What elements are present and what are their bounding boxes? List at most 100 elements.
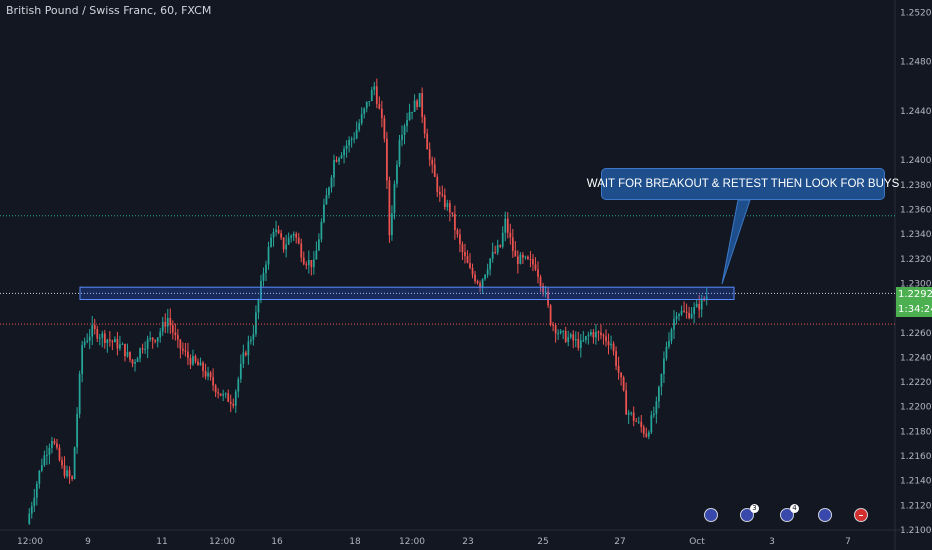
candle-body [527,256,529,259]
candle-body [343,148,345,156]
candle-body [386,138,388,181]
uk-flag-icon[interactable] [818,508,832,522]
candle-body [234,391,237,406]
candle-body [451,212,454,214]
candle-body [124,343,126,357]
candle-body [469,262,471,268]
candle-body [658,386,660,402]
uk-flag-icon[interactable]: 3 [740,504,759,522]
candle-body [557,333,560,335]
candle-body [207,372,209,377]
candle-body [171,325,174,333]
candle-body [474,274,476,282]
candle-body [96,329,99,339]
x-tick-label: 7 [845,537,851,547]
candle-body [129,351,131,360]
candle-body [30,506,33,514]
y-tick-label: 1.23600 [900,206,932,216]
candle-body [504,218,507,233]
candle-body [605,336,607,342]
candle-body [534,264,537,270]
candle-body [63,465,66,477]
candle-body [418,93,421,108]
candle-body [549,305,552,325]
candle-body [421,93,424,118]
uk-flag-icon[interactable]: 4 [780,504,799,522]
candle-body [393,183,396,214]
event-count-badge: 4 [790,504,799,513]
candle-body [562,330,565,332]
candle-body [622,377,625,391]
candle-body [567,337,570,342]
candle-body [302,257,305,265]
candle-body [119,344,121,349]
candle-body [83,341,86,346]
candle-body [559,331,562,334]
candle-body [544,291,547,293]
candle-body [222,394,225,396]
candle-body [91,325,94,337]
candle-body [295,233,298,238]
candle-body [345,145,348,149]
candle-body [620,372,622,378]
uk-flag-icon[interactable] [704,508,718,522]
candle-body [250,339,252,342]
breakout-zone [79,286,735,301]
candle-body [640,421,643,428]
y-tick-label: 1.21400 [900,477,932,487]
candle-body [511,237,514,251]
candle-body [35,483,38,498]
candle-body [325,195,328,205]
x-tick-label: 25 [537,537,548,547]
x-tick-label: 16 [271,537,283,547]
candle-body [705,296,708,300]
candle-body [461,244,464,252]
swiss-flag-icon[interactable] [854,508,868,522]
candle-body [108,339,111,341]
candle-body [448,203,451,213]
candle-body [262,272,265,281]
candle-body [398,140,401,165]
candle-body [277,229,280,234]
candle-body [368,101,371,103]
candle-body [197,361,199,366]
candle-body [479,283,481,288]
candle-body [476,281,479,284]
candle-body [141,348,144,350]
annotation-callout[interactable]: WAIT FOR BREAKOUT & RETEST THEN LOOK FOR… [587,168,899,200]
candle-body [642,427,645,434]
candle-body [161,322,164,332]
candle-body [51,441,53,448]
x-tick-label: Oct [689,537,705,547]
candle-body [582,340,585,342]
candle-body [552,324,554,326]
candle-body [401,134,403,141]
y-tick-label: 1.24000 [900,156,932,166]
candle-body [408,112,411,120]
candle-body [499,245,502,247]
candle-body [406,119,408,127]
candle-body [111,340,114,343]
candle-body [632,412,635,421]
candle-body [199,362,202,366]
candle-body [494,251,497,253]
x-tick-label: 3 [769,537,775,547]
candle-body [76,413,78,448]
candle-body [103,333,106,343]
candle-body [647,432,650,437]
candle-body [285,244,288,250]
event-count-badge: 3 [750,504,759,513]
candle-body [590,332,592,335]
candle-body [184,350,187,352]
candle-body [78,373,81,414]
last-price-value: 1.22923 [898,289,932,300]
candle-body [471,267,474,275]
y-tick-label: 1.21200 [900,501,932,511]
candle-body [607,341,610,346]
countdown-badge: 1:34:24 [896,302,932,317]
candle-body [282,237,285,250]
candle-body [239,363,242,380]
y-tick-label: 1.22400 [900,353,932,363]
x-tick-label: 18 [349,537,361,547]
